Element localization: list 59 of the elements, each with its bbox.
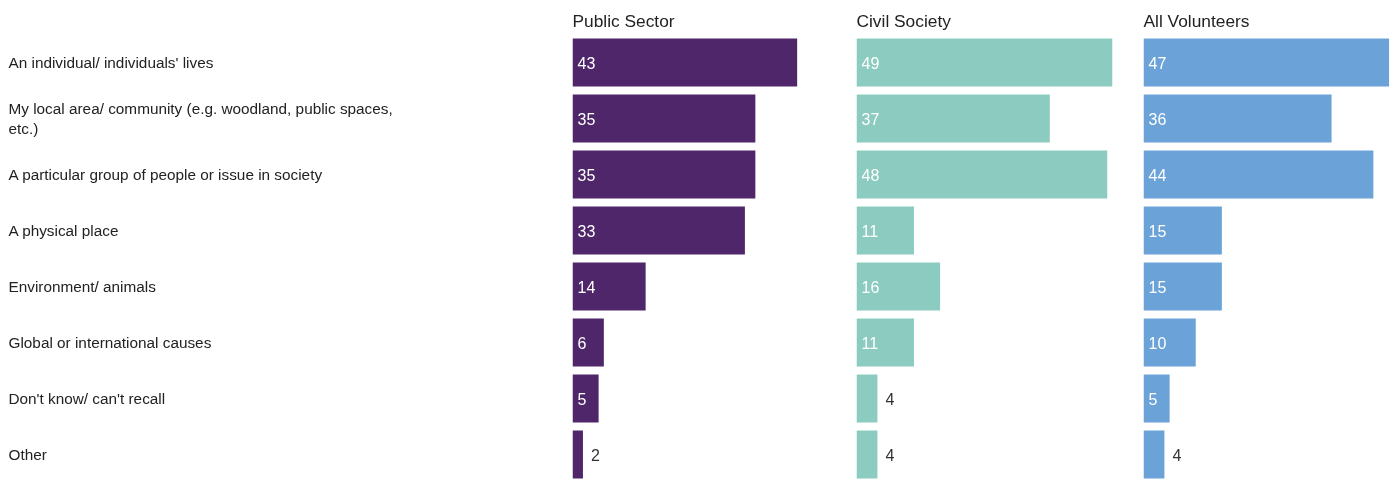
data-label: 15 (1148, 278, 1167, 296)
data-label: 33 (577, 222, 596, 240)
data-label: 35 (577, 110, 596, 128)
data-label: 49 (861, 54, 880, 72)
data-label: 14 (577, 278, 596, 296)
bar (856, 318, 914, 367)
y-tick-label: A physical place (8, 222, 119, 239)
data-label: 16 (861, 278, 880, 296)
data-label: 2 (590, 446, 600, 464)
chart-title: Public Sector (572, 10, 675, 31)
bar (1143, 94, 1332, 143)
bar (1143, 262, 1222, 311)
bar (856, 430, 878, 479)
bar (856, 374, 878, 423)
data-label: 15 (1148, 222, 1167, 240)
y-tick-label: An individual/ individuals' lives (8, 54, 214, 71)
y-tick-label: My local area/ community (e.g. woodland, public spaces, etc.) (8, 100, 393, 137)
bar (572, 150, 756, 199)
data-label: 4 (1172, 446, 1182, 464)
bar (1143, 430, 1165, 479)
data-label: 10 (1148, 334, 1167, 352)
bar (1143, 318, 1196, 367)
data-label: 43 (577, 54, 596, 72)
bar (572, 38, 798, 87)
data-label: 35 (577, 166, 596, 184)
data-label: 11 (861, 222, 879, 240)
chart-title: Civil Society (856, 10, 952, 31)
bar (572, 206, 745, 255)
bar (1143, 206, 1222, 255)
data-label: 48 (861, 166, 880, 184)
data-label: 5 (1148, 390, 1158, 408)
y-tick-label: Global or international causes (8, 334, 212, 351)
bar (572, 262, 646, 311)
bar (572, 430, 583, 479)
y-tick-label: A particular group of people or issue in society (8, 166, 323, 183)
bar (1143, 38, 1390, 87)
bar (572, 374, 599, 423)
bar (856, 94, 1050, 143)
bar (1143, 150, 1374, 199)
bar (856, 262, 941, 311)
bar (572, 94, 756, 143)
data-label: 47 (1148, 54, 1167, 72)
bar (1143, 374, 1170, 423)
y-tick-label: Other (8, 446, 47, 463)
chart-title: All Volunteers (1143, 10, 1250, 31)
bar (856, 38, 1113, 87)
data-label: 36 (1148, 110, 1167, 128)
data-label: 4 (885, 446, 895, 464)
data-label: 11 (861, 334, 879, 352)
data-label: 4 (885, 390, 895, 408)
data-label: 37 (861, 110, 880, 128)
data-label: 6 (577, 334, 587, 352)
data-label: 44 (1148, 166, 1167, 184)
bar (856, 206, 914, 255)
bar (572, 318, 604, 367)
data-label: 5 (577, 390, 587, 408)
y-tick-label: Environment/ animals (8, 278, 157, 295)
bar (856, 150, 1108, 199)
y-tick-label: Don't know/ can't recall (8, 390, 166, 407)
